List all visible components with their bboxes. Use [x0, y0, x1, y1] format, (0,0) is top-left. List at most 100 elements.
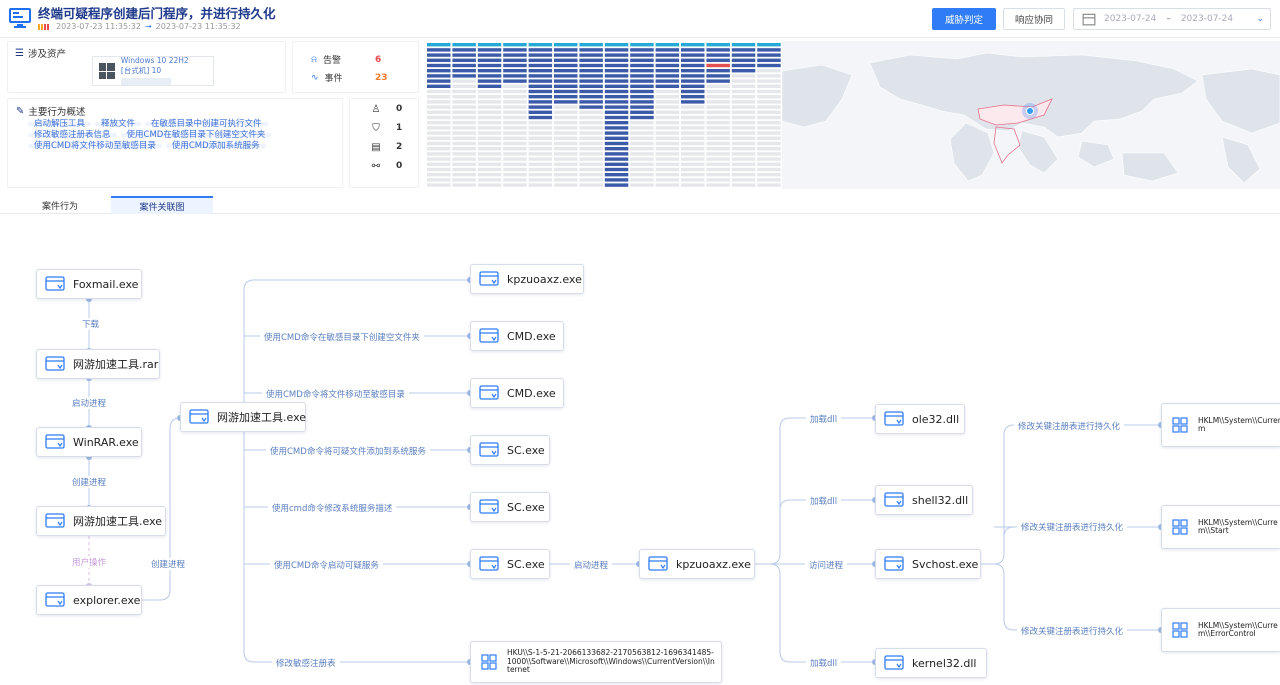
grid-cell [579, 89, 603, 94]
node-cmd-1[interactable]: CMD.exe [470, 321, 564, 351]
node-ole32[interactable]: ole32.dll [875, 404, 965, 434]
grid-cell [604, 89, 629, 94]
date-range-picker[interactable]: 2023-07-24 – 2023-07-24 ⌄ [1073, 8, 1271, 30]
grid-cell [477, 95, 502, 99]
grid-cell [681, 126, 705, 130]
node-label: SC.exe [507, 500, 545, 514]
event-stat[interactable]: ∿ 事件 23 [311, 71, 388, 85]
grid-cell [554, 74, 578, 78]
grid-cell [427, 131, 451, 135]
grid-cell [731, 173, 756, 177]
behavior-chip[interactable]: 使用CMD将文件移动至敏感目录 [28, 142, 162, 150]
grid-cell [503, 63, 527, 68]
grid-cell [528, 48, 553, 52]
node-shell32[interactable]: shell32.dll [875, 485, 973, 515]
node-label-2: m\\ErrorControl [1198, 629, 1256, 638]
window-icon [479, 385, 499, 400]
grid-cell [757, 147, 781, 151]
grid-cell [655, 105, 680, 109]
grid-cell [554, 43, 578, 47]
grid-cell [655, 69, 680, 73]
grid-cell [477, 74, 502, 78]
behavior-chip[interactable]: 使用CMD添加系统服务 [165, 142, 266, 150]
grid-cell [554, 152, 578, 156]
grid-cell [503, 69, 527, 73]
node-explorer[interactable]: explorer.exe [36, 585, 142, 615]
grid-cell [757, 43, 781, 47]
date-to[interactable]: 2023-07-24 [1180, 14, 1234, 24]
grid-cell [757, 178, 781, 182]
node-tool-exe-mid[interactable]: 网游加速工具.exe [180, 402, 306, 432]
grid-cell [681, 157, 705, 161]
world-map[interactable] [782, 41, 1280, 189]
grid-cell [503, 100, 527, 104]
node-svchost[interactable]: Svchost.exe [875, 549, 981, 579]
grid-cell [630, 110, 654, 114]
node-sc-2[interactable]: SC.exe [470, 492, 550, 522]
edge-label-cmd2: 使用CMD命令将文件移动至敏感目录 [262, 388, 409, 400]
node-registry-hku[interactable]: HKU\\S-1-5-21-2066133682-2170563812-1696… [470, 641, 722, 683]
grid-cell [528, 69, 553, 73]
edge-label-persist3: 修改关键注册表进行持久化 [1017, 625, 1128, 637]
node-registry-3[interactable]: HKLM\\System\\Curre m\\ErrorControl [1161, 608, 1280, 652]
node-sc-3[interactable]: SC.exe [470, 549, 550, 579]
node-sc-1[interactable]: SC.exe [470, 435, 550, 465]
grid-cell [554, 100, 578, 104]
node-kpzuoaxz-1[interactable]: kpzuoaxz.exe [470, 264, 584, 294]
tab-case-graph[interactable]: 案件关联图 [111, 196, 213, 214]
grid-cell [681, 105, 705, 109]
asset-os: Windows 10 22H2 [120, 56, 189, 65]
grid-cell [604, 162, 629, 166]
grid-cell [630, 152, 654, 156]
grid-cell [630, 141, 654, 146]
grid-cell [731, 95, 756, 99]
window-icon [884, 411, 904, 426]
behavior-chip[interactable]: 释放文件 [95, 120, 142, 128]
behavior-chip[interactable]: 启动解压工具 [28, 120, 92, 128]
behavior-chips: 启动解压工具 释放文件 在敏感目录中创建可执行文件修改敏感注册表信息 使用CMD在敏感… [28, 120, 340, 154]
node-kpzuoaxz-2[interactable]: kpzuoaxz.exe [639, 549, 755, 579]
grid-cell [528, 105, 553, 109]
node-kernel32[interactable]: kernel32.dll [875, 648, 987, 678]
node-registry-2[interactable]: HKLM\\System\\Curre m\\Start [1161, 505, 1280, 549]
grid-cell [757, 95, 781, 99]
node-label: CMD.exe [507, 329, 556, 343]
grid-cell [630, 121, 654, 125]
grid-cell [477, 167, 502, 172]
grid-cell [528, 183, 553, 187]
grid-cell [427, 110, 451, 114]
date-from[interactable]: 2023-07-24 [1104, 14, 1157, 24]
time-end: 2023-07-23 11:35:32 [155, 22, 241, 31]
behavior-chip[interactable]: 在敏感目录中创建可执行文件 [145, 120, 268, 128]
node-registry-1[interactable]: HKLM\\System\\Current m [1161, 403, 1280, 447]
asset-card[interactable]: Windows 10 22H2 [台式机] 10 [92, 56, 214, 86]
grid-cell [731, 53, 756, 57]
grid-cell [503, 162, 527, 166]
grid-cell [681, 110, 705, 114]
verdict-button[interactable]: 威胁判定 [932, 8, 996, 30]
node-tool-exe-left[interactable]: 网游加速工具.exe [36, 506, 166, 536]
grid-cell [477, 115, 502, 120]
alert-stat[interactable]: ⍾ 告警 6 [311, 53, 381, 67]
grid-cell [731, 69, 756, 73]
node-label: Foxmail.exe [73, 277, 139, 291]
node-rar[interactable]: 网游加速工具.rar [36, 349, 160, 379]
grid-cell [630, 84, 654, 88]
response-button[interactable]: 响应协同 [1003, 8, 1065, 30]
grid-cell [452, 43, 476, 47]
grid-cell [477, 89, 502, 94]
grid-cell [427, 48, 451, 52]
grid-cell [477, 136, 502, 140]
node-cmd-2[interactable]: CMD.exe [470, 378, 564, 408]
tab-case-behavior[interactable]: 案件行为 [41, 201, 78, 212]
grid-cell [477, 53, 502, 57]
behavior-chip[interactable]: 修改敏感注册表信息 [28, 131, 117, 139]
grid-cell [554, 105, 578, 109]
grid-cell [630, 157, 654, 161]
node-winrar[interactable]: WinRAR.exe [36, 427, 142, 457]
window-icon [479, 328, 499, 343]
grid-cell [731, 100, 756, 104]
chevron-down-icon[interactable]: ⌄ [1256, 14, 1264, 24]
node-foxmail[interactable]: Foxmail.exe [36, 269, 142, 299]
behavior-chip[interactable]: 使用CMD在敏感目录下创建空文件夹 [120, 131, 272, 139]
